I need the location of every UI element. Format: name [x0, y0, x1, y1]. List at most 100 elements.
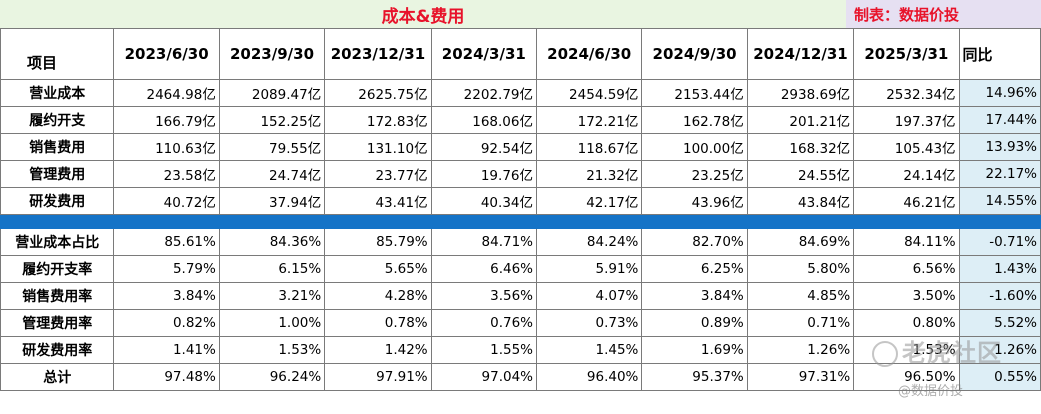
value-cell[interactable]: 2464.98亿 [113, 79, 220, 107]
yoy-cell[interactable]: 14.55% [958, 187, 1041, 215]
yoy-cell[interactable]: 1.26% [958, 336, 1041, 364]
value-cell[interactable]: 6.56% [853, 255, 960, 283]
row-label[interactable]: 研发费用 [0, 187, 115, 215]
value-cell[interactable]: 2202.79亿 [430, 79, 538, 107]
yoy-cell[interactable]: 1.43% [958, 255, 1041, 283]
value-cell[interactable]: 172.21亿 [535, 106, 643, 134]
value-cell[interactable]: 84.24% [535, 228, 643, 256]
value-cell[interactable]: 84.11% [853, 228, 960, 256]
value-cell[interactable]: 168.32亿 [746, 133, 855, 161]
value-cell[interactable]: 6.25% [641, 255, 748, 283]
value-cell[interactable]: 162.78亿 [641, 106, 748, 134]
value-cell[interactable]: 3.84% [641, 282, 748, 310]
header-cell[interactable]: 同比 [958, 28, 1041, 80]
value-cell[interactable]: 0.78% [324, 309, 432, 337]
value-cell[interactable]: 96.24% [218, 363, 326, 391]
value-cell[interactable]: 3.56% [430, 282, 538, 310]
value-cell[interactable]: 1.00% [218, 309, 326, 337]
value-cell[interactable]: 97.91% [324, 363, 432, 391]
value-cell[interactable]: 6.46% [430, 255, 538, 283]
value-cell[interactable]: 1.41% [113, 336, 220, 364]
value-cell[interactable]: 95.37% [641, 363, 748, 391]
value-cell[interactable]: 2532.34亿 [853, 79, 960, 107]
value-cell[interactable]: 40.34亿 [430, 187, 538, 215]
value-cell[interactable]: 40.72亿 [113, 187, 220, 215]
header-cell[interactable]: 2023/9/30 [218, 28, 326, 80]
value-cell[interactable]: 4.85% [746, 282, 855, 310]
value-cell[interactable]: 0.89% [641, 309, 748, 337]
row-label[interactable]: 总计 [0, 363, 115, 391]
value-cell[interactable]: 24.14亿 [853, 160, 960, 188]
value-cell[interactable]: 85.79% [324, 228, 432, 256]
value-cell[interactable]: 2153.44亿 [641, 79, 748, 107]
value-cell[interactable]: 197.37亿 [853, 106, 960, 134]
yoy-cell[interactable]: -0.71% [958, 228, 1041, 256]
value-cell[interactable]: 6.15% [218, 255, 326, 283]
row-label[interactable]: 履约开支率 [0, 255, 115, 283]
row-label[interactable]: 营业成本 [0, 79, 115, 107]
row-label[interactable]: 营业成本占比 [0, 228, 115, 256]
value-cell[interactable]: 118.67亿 [535, 133, 643, 161]
value-cell[interactable]: 79.55亿 [218, 133, 326, 161]
value-cell[interactable]: 46.21亿 [853, 187, 960, 215]
value-cell[interactable]: 82.70% [641, 228, 748, 256]
value-cell[interactable]: 97.04% [430, 363, 538, 391]
yoy-cell[interactable]: 13.93% [958, 133, 1041, 161]
value-cell[interactable]: 5.79% [113, 255, 220, 283]
value-cell[interactable]: 97.48% [113, 363, 220, 391]
value-cell[interactable]: 1.45% [535, 336, 643, 364]
value-cell[interactable]: 2938.69亿 [746, 79, 855, 107]
row-label[interactable]: 销售费用 [0, 133, 115, 161]
row-label[interactable]: 管理费用率 [0, 309, 115, 337]
value-cell[interactable]: 1.26% [746, 336, 855, 364]
value-cell[interactable]: 172.83亿 [324, 106, 432, 134]
row-label[interactable]: 管理费用 [0, 160, 115, 188]
value-cell[interactable]: 4.07% [535, 282, 643, 310]
value-cell[interactable]: 1.69% [641, 336, 748, 364]
yoy-cell[interactable]: 22.17% [958, 160, 1041, 188]
header-cell[interactable]: 2024/3/31 [430, 28, 538, 80]
value-cell[interactable]: 84.71% [430, 228, 538, 256]
value-cell[interactable]: 43.41亿 [324, 187, 432, 215]
yoy-cell[interactable]: 17.44% [958, 106, 1041, 134]
value-cell[interactable]: 23.77亿 [324, 160, 432, 188]
header-cell[interactable]: 2024/12/31 [746, 28, 855, 80]
value-cell[interactable]: 97.31% [746, 363, 855, 391]
value-cell[interactable]: 1.53% [853, 336, 960, 364]
header-cell[interactable]: 项目 [0, 28, 115, 80]
value-cell[interactable]: 0.76% [430, 309, 538, 337]
value-cell[interactable]: 84.36% [218, 228, 326, 256]
value-cell[interactable]: 5.91% [535, 255, 643, 283]
value-cell[interactable]: 166.79亿 [113, 106, 220, 134]
value-cell[interactable]: 0.73% [535, 309, 643, 337]
header-cell[interactable]: 2023/12/31 [324, 28, 432, 80]
value-cell[interactable]: 5.65% [324, 255, 432, 283]
value-cell[interactable]: 92.54亿 [430, 133, 538, 161]
value-cell[interactable]: 96.40% [535, 363, 643, 391]
value-cell[interactable]: 84.69% [746, 228, 855, 256]
header-cell[interactable]: 2024/6/30 [535, 28, 643, 80]
value-cell[interactable]: 42.17亿 [535, 187, 643, 215]
value-cell[interactable]: 23.25亿 [641, 160, 748, 188]
value-cell[interactable]: 3.21% [218, 282, 326, 310]
yoy-cell[interactable]: -1.60% [958, 282, 1041, 310]
value-cell[interactable]: 1.55% [430, 336, 538, 364]
header-cell[interactable]: 2024/9/30 [641, 28, 748, 80]
value-cell[interactable]: 3.84% [113, 282, 220, 310]
value-cell[interactable]: 131.10亿 [324, 133, 432, 161]
value-cell[interactable]: 110.63亿 [113, 133, 220, 161]
value-cell[interactable]: 2454.59亿 [535, 79, 643, 107]
value-cell[interactable]: 3.50% [853, 282, 960, 310]
value-cell[interactable]: 24.55亿 [746, 160, 855, 188]
value-cell[interactable]: 23.58亿 [113, 160, 220, 188]
row-label[interactable]: 销售费用率 [0, 282, 115, 310]
value-cell[interactable]: 85.61% [113, 228, 220, 256]
header-cell[interactable]: 2023/6/30 [113, 28, 220, 80]
value-cell[interactable]: 152.25亿 [218, 106, 326, 134]
value-cell[interactable]: 43.96亿 [641, 187, 748, 215]
value-cell[interactable]: 21.32亿 [535, 160, 643, 188]
row-label[interactable]: 研发费用率 [0, 336, 115, 364]
value-cell[interactable]: 2089.47亿 [218, 79, 326, 107]
value-cell[interactable]: 96.50% [853, 363, 960, 391]
header-cell[interactable]: 2025/3/31 [853, 28, 960, 80]
